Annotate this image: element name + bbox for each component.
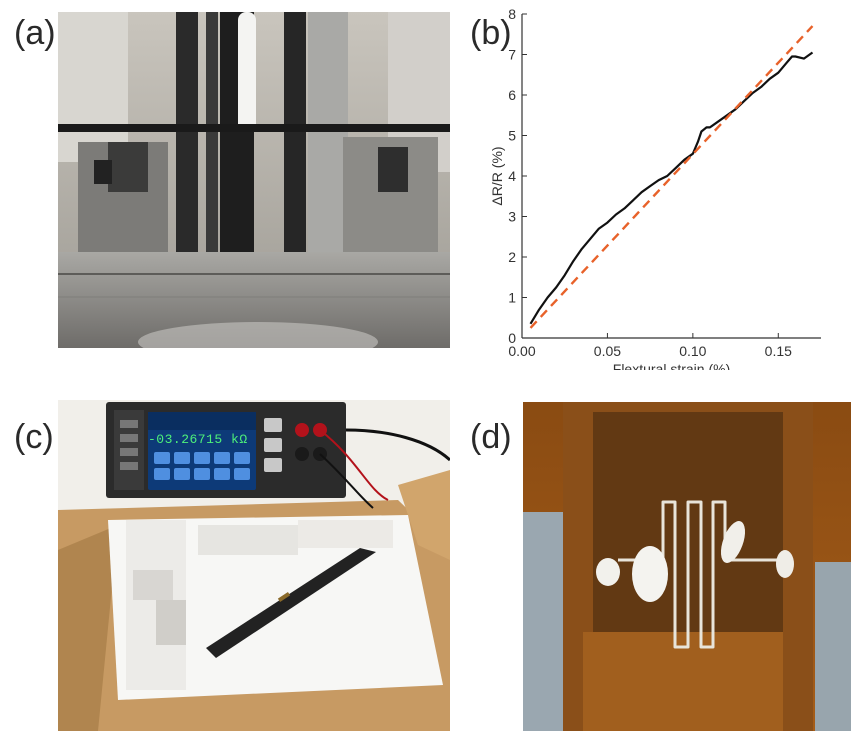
y-tick-label: 0 [508, 330, 516, 346]
panel-label-b: (b) [470, 14, 512, 52]
y-tick-label: 5 [508, 128, 516, 144]
panel-label-a: (a) [14, 14, 56, 52]
y-tick-label: 4 [508, 168, 516, 184]
y-tick-label: 3 [508, 209, 516, 225]
x-tick-label: 0.00 [508, 343, 535, 359]
x-tick-label: 0.10 [679, 343, 706, 359]
y-tick-label: 6 [508, 87, 516, 103]
x-axis-label: Flextural strain (%) [613, 361, 730, 370]
photo-multimeter-setup: -03.26715 kΩ [58, 400, 450, 731]
multimeter-reading: -03.26715 kΩ [148, 432, 248, 447]
photo-flexural-test-rig [58, 12, 450, 348]
chart-resistance-vs-strain: 0 1 2 3 4 5 6 7 8 0.00 0.05 0.10 0.15 Flextural stra… [489, 6, 821, 370]
y-axis-label: ΔR/R (%) [489, 146, 505, 205]
panel-label-c: (c) [14, 418, 54, 456]
y-tick-label: 2 [508, 249, 516, 265]
y-tick-label: 7 [508, 47, 516, 63]
photo-printed-sensor [523, 402, 851, 731]
chart-series [529, 25, 814, 329]
chart-axes: 0 1 2 3 4 5 6 7 8 0.00 0.05 0.10 0.15 [508, 6, 821, 359]
series-linear-fit [529, 25, 814, 329]
x-tick-label: 0.15 [765, 343, 792, 359]
x-tick-label: 0.05 [594, 343, 621, 359]
y-tick-label: 8 [508, 6, 516, 22]
y-tick-label: 1 [508, 290, 516, 306]
series-measured [529, 51, 814, 325]
panel-label-d: (d) [470, 418, 512, 456]
